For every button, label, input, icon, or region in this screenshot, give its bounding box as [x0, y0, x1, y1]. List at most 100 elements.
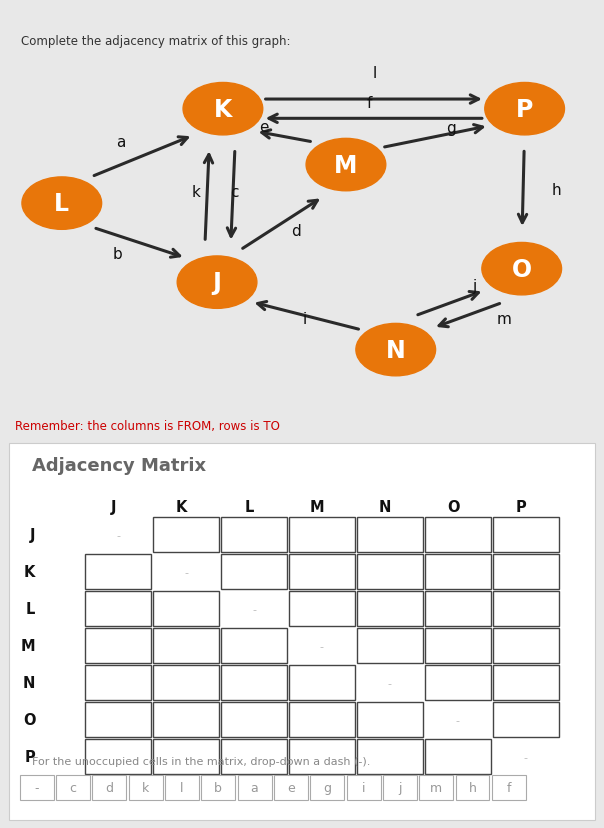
Text: l: l — [180, 781, 184, 794]
FancyBboxPatch shape — [9, 443, 595, 820]
Text: K: K — [24, 565, 36, 580]
Bar — [85, 739, 151, 774]
Text: -: - — [252, 604, 256, 614]
Text: O: O — [447, 499, 460, 514]
Text: m: m — [430, 781, 442, 794]
Bar — [201, 776, 235, 800]
Bar — [347, 776, 381, 800]
Bar — [221, 628, 287, 663]
Text: j: j — [473, 279, 477, 294]
Circle shape — [356, 324, 435, 377]
Text: e: e — [259, 119, 269, 134]
Bar — [153, 591, 219, 626]
Bar — [289, 739, 355, 774]
Bar — [85, 702, 151, 737]
Text: Adjacency Matrix: Adjacency Matrix — [33, 456, 207, 474]
Bar — [274, 776, 308, 800]
Text: L: L — [26, 602, 36, 617]
Text: N: N — [23, 676, 36, 691]
Text: b: b — [112, 247, 123, 262]
Text: l: l — [373, 65, 378, 80]
Text: J: J — [30, 527, 36, 543]
Text: M: M — [310, 499, 324, 514]
Bar — [425, 665, 490, 700]
Text: k: k — [192, 185, 201, 200]
Bar — [492, 776, 526, 800]
Text: O: O — [23, 712, 36, 727]
Bar — [165, 776, 199, 800]
Text: -: - — [388, 678, 392, 688]
Bar — [153, 665, 219, 700]
Bar — [221, 739, 287, 774]
Text: P: P — [516, 98, 533, 122]
Text: P: P — [25, 749, 36, 764]
Bar — [129, 776, 162, 800]
Bar — [357, 739, 423, 774]
Text: d: d — [291, 224, 301, 238]
Text: e: e — [287, 781, 295, 794]
Text: -: - — [456, 715, 460, 724]
Bar — [425, 591, 490, 626]
Circle shape — [485, 84, 565, 136]
Bar — [19, 776, 54, 800]
Bar — [289, 665, 355, 700]
Bar — [153, 518, 219, 552]
Bar — [310, 776, 344, 800]
Bar — [92, 776, 126, 800]
Text: c: c — [69, 781, 77, 794]
Text: i: i — [303, 312, 307, 327]
Text: c: c — [230, 185, 239, 200]
Text: j: j — [398, 781, 402, 794]
Text: g: g — [323, 781, 331, 794]
Bar — [289, 555, 355, 590]
Bar — [221, 555, 287, 590]
Text: K: K — [176, 499, 187, 514]
Bar — [221, 665, 287, 700]
Text: d: d — [105, 781, 113, 794]
Text: For the unoccupied cells in the matrix, drop-down a dash (-).: For the unoccupied cells in the matrix, … — [33, 756, 371, 767]
Text: M: M — [21, 638, 36, 653]
Circle shape — [183, 84, 263, 136]
Text: h: h — [552, 183, 562, 198]
Bar — [493, 591, 559, 626]
Text: -: - — [116, 530, 120, 541]
Bar — [85, 628, 151, 663]
Text: P: P — [516, 499, 527, 514]
Bar — [493, 518, 559, 552]
Circle shape — [306, 139, 386, 191]
Bar — [425, 518, 490, 552]
Text: M: M — [334, 153, 358, 177]
Bar — [221, 702, 287, 737]
Bar — [237, 776, 272, 800]
Bar — [289, 591, 355, 626]
Bar — [85, 591, 151, 626]
Text: J: J — [111, 499, 116, 514]
Text: -: - — [320, 641, 324, 651]
Text: a: a — [251, 781, 259, 794]
Bar — [153, 702, 219, 737]
Text: g: g — [446, 122, 456, 137]
Bar — [357, 591, 423, 626]
Bar — [493, 555, 559, 590]
Bar — [289, 702, 355, 737]
Bar — [419, 776, 453, 800]
Text: -: - — [524, 752, 528, 762]
Text: h: h — [469, 781, 477, 794]
Bar — [357, 628, 423, 663]
Text: -: - — [34, 781, 39, 794]
Circle shape — [177, 257, 257, 309]
Bar — [357, 518, 423, 552]
Text: L: L — [54, 192, 69, 216]
Text: N: N — [386, 338, 406, 362]
Text: N: N — [379, 499, 391, 514]
Circle shape — [482, 243, 562, 296]
Text: f: f — [367, 96, 372, 111]
Bar — [493, 628, 559, 663]
Text: k: k — [142, 781, 149, 794]
Text: O: O — [512, 258, 532, 282]
Bar — [493, 702, 559, 737]
Bar — [85, 555, 151, 590]
Text: f: f — [507, 781, 511, 794]
Text: i: i — [362, 781, 365, 794]
Text: L: L — [245, 499, 254, 514]
